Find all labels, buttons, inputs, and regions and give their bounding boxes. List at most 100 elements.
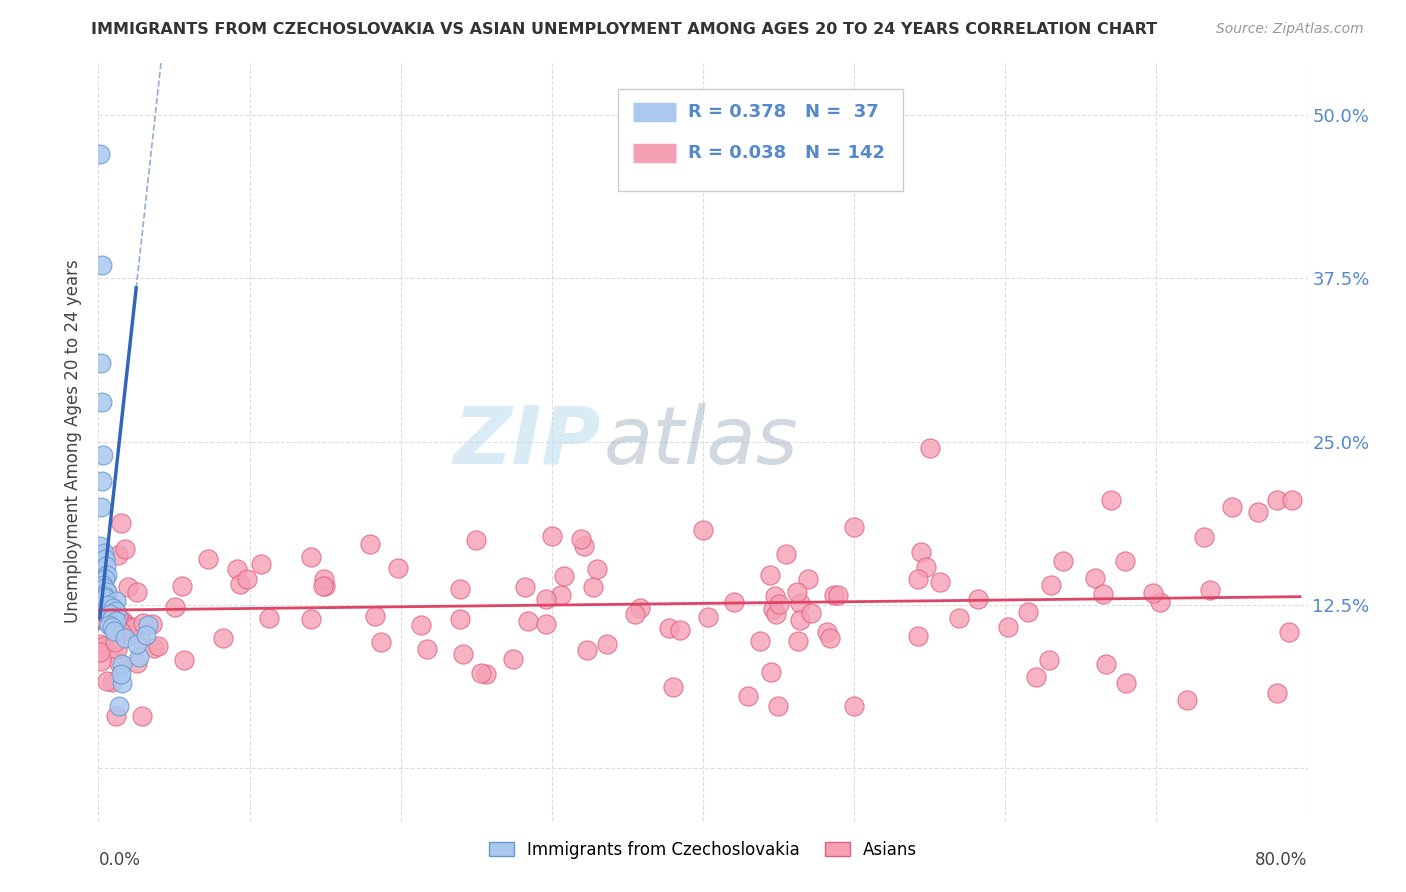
Point: [299, 612, 322, 626]
Point: [789, 595, 811, 609]
Point: [108, 698, 131, 713]
Point: [96, 567, 118, 582]
Point: [668, 623, 690, 637]
Point: [110, 667, 132, 681]
Point: [299, 549, 322, 564]
Point: [128, 632, 150, 647]
Point: [101, 674, 124, 689]
Point: [1024, 670, 1046, 684]
Point: [93, 572, 115, 586]
Point: [90, 654, 112, 668]
Point: [997, 619, 1019, 633]
Point: [370, 634, 392, 648]
Point: [111, 676, 134, 690]
Point: [90, 474, 112, 488]
Text: atlas: atlas: [603, 402, 799, 481]
Point: [107, 548, 129, 562]
Point: [914, 560, 936, 574]
Point: [787, 634, 810, 648]
Point: [1099, 493, 1122, 508]
Point: [110, 624, 132, 639]
Point: [89, 636, 111, 650]
Point: [89, 597, 111, 611]
Point: [581, 580, 603, 594]
Point: [818, 631, 841, 645]
Point: [124, 620, 146, 634]
Point: [513, 580, 536, 594]
Point: [1149, 594, 1171, 608]
Point: [823, 588, 845, 602]
Point: [93, 581, 115, 595]
Point: [576, 642, 599, 657]
Point: [96, 673, 118, 688]
Point: [907, 629, 929, 643]
Y-axis label: Unemployment Among Ages 20 to 24 years: Unemployment Among Ages 20 to 24 years: [65, 260, 83, 624]
Point: [762, 602, 785, 616]
Point: [91, 448, 114, 462]
Point: [97, 617, 120, 632]
Point: [364, 609, 387, 624]
Point: [108, 656, 131, 670]
Point: [114, 542, 136, 557]
Point: [759, 665, 782, 680]
Point: [94, 558, 117, 573]
Text: 80.0%: 80.0%: [1256, 851, 1308, 869]
Point: [574, 540, 596, 554]
Point: [249, 558, 271, 572]
Point: [143, 640, 166, 655]
Point: [758, 567, 780, 582]
Point: [93, 546, 115, 560]
Text: R = 0.038   N = 142: R = 0.038 N = 142: [689, 145, 886, 162]
Point: [91, 395, 114, 409]
Point: [128, 650, 150, 665]
Text: R = 0.378   N =  37: R = 0.378 N = 37: [689, 103, 879, 120]
Point: [91, 258, 114, 272]
Point: [1267, 493, 1289, 508]
Point: [90, 585, 112, 599]
Point: [765, 607, 787, 622]
Point: [257, 611, 280, 625]
Point: [918, 441, 941, 455]
Point: [141, 616, 163, 631]
Point: [110, 516, 132, 530]
Point: [661, 681, 683, 695]
Point: [104, 614, 127, 628]
Point: [98, 602, 121, 616]
Point: [449, 582, 471, 596]
Point: [111, 657, 134, 671]
Point: [692, 524, 714, 538]
Point: [451, 647, 474, 661]
Point: [146, 639, 169, 653]
Point: [90, 500, 112, 514]
Point: [789, 613, 811, 627]
Point: [540, 529, 562, 543]
Point: [360, 536, 382, 550]
Point: [536, 617, 558, 632]
Point: [766, 698, 789, 713]
Point: [91, 578, 114, 592]
Point: [172, 579, 194, 593]
Point: [125, 585, 148, 599]
Point: [628, 600, 651, 615]
Point: [211, 631, 233, 645]
Point: [748, 633, 770, 648]
Point: [90, 356, 112, 370]
Point: [93, 568, 115, 582]
Point: [1115, 676, 1137, 690]
Point: [723, 595, 745, 609]
Point: [105, 605, 128, 619]
Point: [197, 552, 219, 566]
Point: [114, 631, 136, 645]
Point: [1220, 500, 1243, 514]
Point: [136, 617, 159, 632]
Point: [96, 585, 118, 599]
Point: [517, 614, 540, 628]
Point: [596, 637, 619, 651]
Point: [470, 665, 492, 680]
Point: [449, 613, 471, 627]
Point: [768, 597, 790, 611]
Point: [132, 615, 155, 630]
Point: [475, 666, 498, 681]
Point: [907, 572, 929, 586]
Point: [624, 607, 647, 621]
